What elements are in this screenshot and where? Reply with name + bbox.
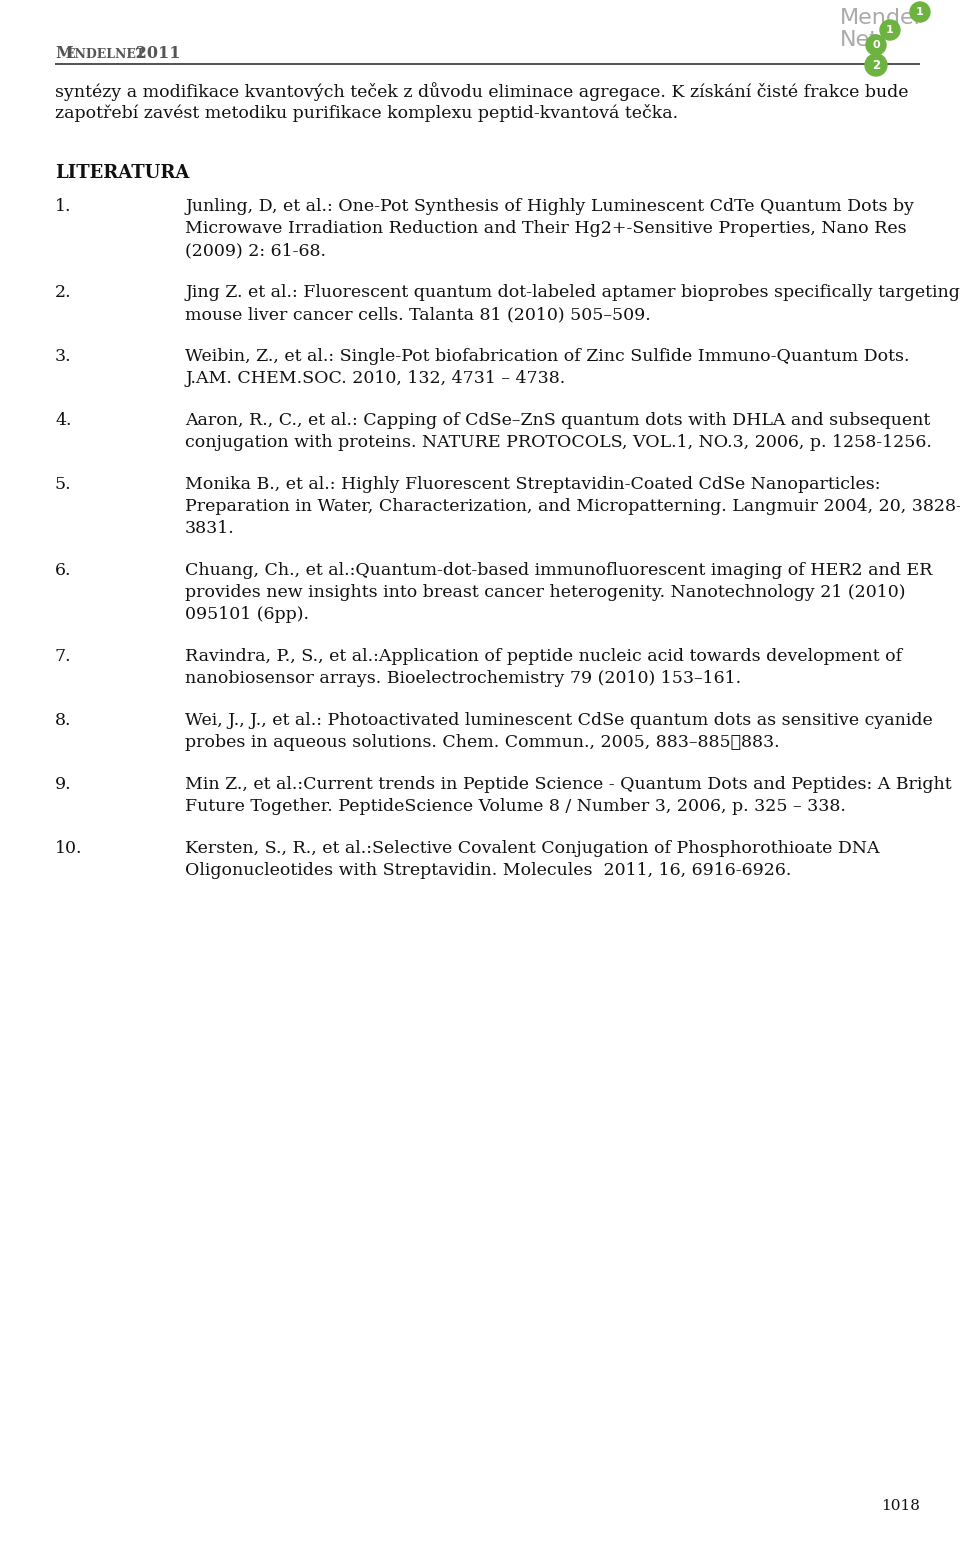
Text: Monika B., et al.: Highly Fluorescent Streptavidin-Coated CdSe Nanoparticles:: Monika B., et al.: Highly Fluorescent St…	[185, 476, 880, 493]
Text: 1.: 1.	[55, 197, 71, 216]
Text: Jing Z. et al.: Fluorescent quantum dot-labeled aptamer bioprobes specifically t: Jing Z. et al.: Fluorescent quantum dot-…	[185, 284, 960, 300]
Text: Wei, J., J., et al.: Photoactivated luminescent CdSe quantum dots as sensitive c: Wei, J., J., et al.: Photoactivated lumi…	[185, 712, 933, 729]
Text: Kersten, S., R., et al.:Selective Covalent Conjugation of Phosphorothioate DNA: Kersten, S., R., et al.:Selective Covale…	[185, 840, 879, 857]
Text: 8.: 8.	[55, 712, 71, 729]
Text: 3831.: 3831.	[185, 519, 235, 536]
Text: 7.: 7.	[55, 649, 72, 666]
Text: Min Z., et al.:Current trends in Peptide Science - Quantum Dots and Peptides: A : Min Z., et al.:Current trends in Peptide…	[185, 777, 951, 794]
Text: Microwave Irradiation Reduction and Their Hg2+-Sensitive Properties, Nano Res: Microwave Irradiation Reduction and Thei…	[185, 220, 906, 237]
Text: 4.: 4.	[55, 411, 71, 428]
Text: provides new insights into breast cancer heterogenity. Nanotechnology 21 (2010): provides new insights into breast cancer…	[185, 584, 905, 601]
Text: zapotřebí zavést metodiku purifikace komplexu peptid-kvantová tečka.: zapotřebí zavést metodiku purifikace kom…	[55, 103, 678, 122]
Text: Preparation in Water, Characterization, and Micropatterning. Langmuir 2004, 20, : Preparation in Water, Characterization, …	[185, 498, 960, 515]
Text: probes in aqueous solutions. Chem. Commun., 2005, 883–885❘883.: probes in aqueous solutions. Chem. Commu…	[185, 734, 780, 750]
Text: 2: 2	[872, 59, 880, 71]
Text: Chuang, Ch., et al.:Quantum-dot-based immunofluorescent imaging of HER2 and ER: Chuang, Ch., et al.:Quantum-dot-based im…	[185, 562, 932, 579]
Text: (2009) 2: 61-68.: (2009) 2: 61-68.	[185, 242, 326, 259]
Text: Weibin, Z., et al.: Single-Pot biofabrication of Zinc Sulfide Immuno-Quantum Dot: Weibin, Z., et al.: Single-Pot biofabric…	[185, 348, 909, 365]
Text: Aaron, R., C., et al.: Capping of CdSe–ZnS quantum dots with DHLA and subsequent: Aaron, R., C., et al.: Capping of CdSe–Z…	[185, 411, 930, 428]
Text: 3.: 3.	[55, 348, 72, 365]
Text: 1: 1	[916, 8, 924, 17]
Text: Junling, D, et al.: One-Pot Synthesis of Highly Luminescent CdTe Quantum Dots by: Junling, D, et al.: One-Pot Synthesis of…	[185, 197, 914, 216]
Circle shape	[880, 20, 900, 40]
Circle shape	[866, 35, 886, 55]
Text: Net: Net	[840, 29, 878, 49]
Circle shape	[865, 54, 887, 76]
Text: Future Together. PeptideScience Volume 8 / Number 3, 2006, p. 325 – 338.: Future Together. PeptideScience Volume 8…	[185, 798, 846, 815]
Text: 6.: 6.	[55, 562, 71, 579]
Text: Mendel: Mendel	[840, 8, 921, 28]
Text: ENDELNET: ENDELNET	[65, 48, 145, 62]
Text: nanobiosensor arrays. Bioelectrochemistry 79 (2010) 153–161.: nanobiosensor arrays. Bioelectrochemistr…	[185, 670, 741, 687]
Text: 10.: 10.	[55, 840, 83, 857]
Text: Oligonucleotides with Streptavidin. Molecules  2011, 16, 6916-6926.: Oligonucleotides with Streptavidin. Mole…	[185, 861, 791, 878]
Text: 1018: 1018	[881, 1499, 920, 1513]
Text: 9.: 9.	[55, 777, 72, 794]
Circle shape	[910, 2, 930, 22]
Text: 1: 1	[886, 25, 894, 35]
Text: Ravindra, P., S., et al.:Application of peptide nucleic acid towards development: Ravindra, P., S., et al.:Application of …	[185, 649, 902, 666]
Text: conjugation with proteins. NATURE PROTOCOLS, VOL.1, NO.3, 2006, p. 1258-1256.: conjugation with proteins. NATURE PROTOC…	[185, 435, 932, 452]
Text: 095101 (6pp).: 095101 (6pp).	[185, 606, 309, 623]
Text: M: M	[55, 45, 73, 62]
Text: 0: 0	[873, 40, 879, 49]
Text: mouse liver cancer cells. Talanta 81 (2010) 505–509.: mouse liver cancer cells. Talanta 81 (20…	[185, 307, 651, 324]
Text: 2011: 2011	[130, 45, 180, 62]
Text: J.AM. CHEM.SOC. 2010, 132, 4731 – 4738.: J.AM. CHEM.SOC. 2010, 132, 4731 – 4738.	[185, 370, 565, 387]
Text: 2.: 2.	[55, 284, 72, 300]
Text: 5.: 5.	[55, 476, 72, 493]
Text: syntézy a modifikace kvantových teček z důvodu eliminace agregace. K získání čis: syntézy a modifikace kvantových teček z …	[55, 82, 908, 100]
Text: LITERATURA: LITERATURA	[55, 163, 189, 182]
